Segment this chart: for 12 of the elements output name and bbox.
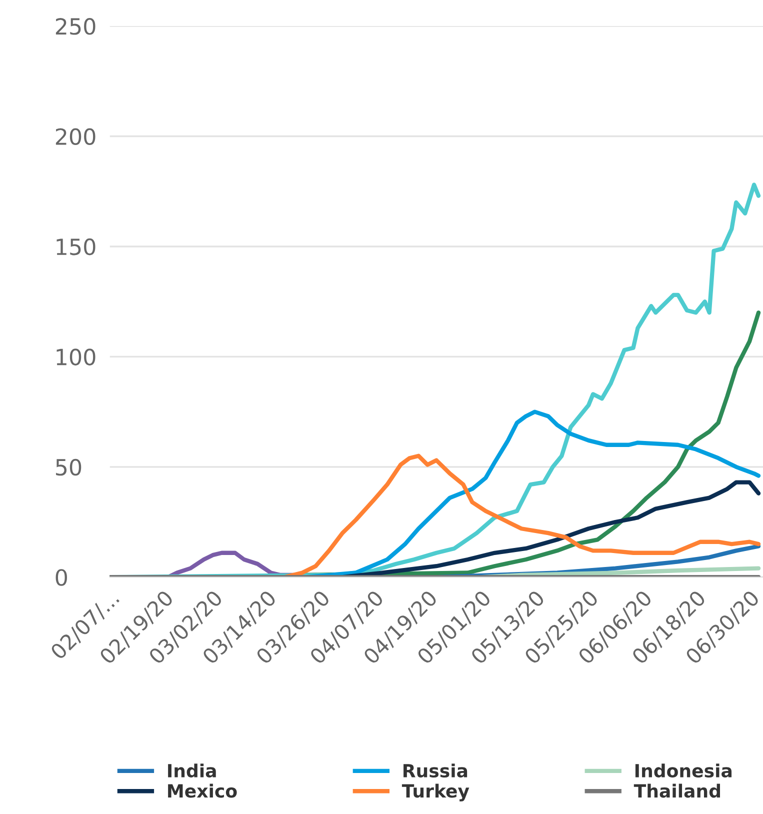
legend-label: Mexico — [168, 784, 237, 798]
legend-label: India — [168, 764, 216, 778]
y-tick-label: 250 — [56, 18, 96, 35]
y-tick-label: 200 — [56, 128, 96, 146]
legend-label: Thailand — [634, 784, 720, 798]
legend-label: Turkey — [402, 784, 470, 802]
y-tick-label: 100 — [56, 348, 96, 366]
y-tick-label: 150 — [56, 238, 96, 256]
legend-label: Indonesia — [635, 764, 732, 778]
y-tick-label: 50 — [56, 458, 82, 476]
y-tick-label: 0 — [56, 569, 67, 586]
legend-label: Russia — [404, 764, 468, 778]
